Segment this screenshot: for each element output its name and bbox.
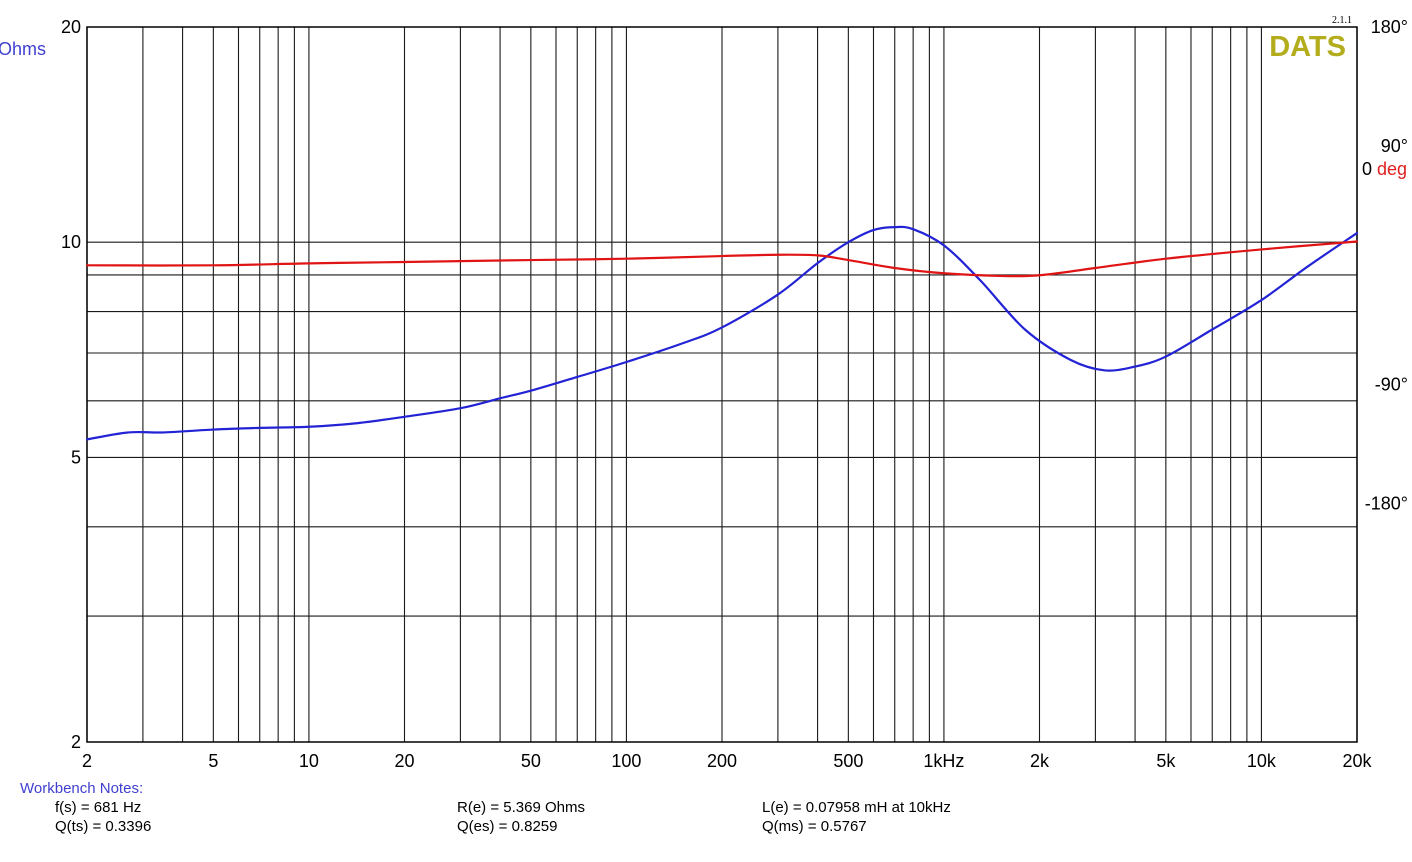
grid-lines — [86, 26, 1358, 743]
note-qms: Q(ms) = 0.5767 — [762, 818, 867, 835]
x-tick-label: 1kHz — [923, 751, 964, 771]
y-right-tick-label: -90° — [1375, 375, 1408, 395]
y-left-tick-label: 2 — [71, 732, 81, 752]
note-le: L(e) = 0.07958 mH at 10kHz — [762, 799, 951, 816]
left-axis-label: Ohms — [0, 39, 46, 59]
impedance-line — [85, 225, 1359, 441]
x-tick-label: 5 — [208, 751, 218, 771]
x-tick-label: 50 — [521, 751, 541, 771]
note-re: R(e) = 5.369 Ohms — [457, 799, 585, 816]
note-qes: Q(es) = 0.8259 — [457, 818, 558, 835]
dats-logo: DATS — [1269, 31, 1346, 63]
x-tick-label: 2k — [1030, 751, 1050, 771]
x-tick-label: 10 — [299, 751, 319, 771]
x-tick-label: 200 — [707, 751, 737, 771]
notes-title: Workbench Notes: — [20, 780, 144, 797]
x-tick-label: 5k — [1156, 751, 1176, 771]
y-right-tick-label: 90° — [1381, 136, 1408, 156]
impedance-chart: 2 5 10 20 50 100 200 500 1kHz 2k 5k 10k 20k 2 5 10 20 180… — [0, 15, 1408, 771]
right-axis-unit-label: deg — [1377, 159, 1407, 179]
x-tick-label: 20 — [394, 751, 414, 771]
y-left-tick-label: 5 — [71, 447, 81, 467]
x-tick-label: 10k — [1247, 751, 1277, 771]
x-tick-label: 20k — [1342, 751, 1372, 771]
x-tick-label: 500 — [833, 751, 863, 771]
tick-labels: 2 5 10 20 50 100 200 500 1kHz 2k 5k 10k 20k 2 5 10 20 180… — [61, 17, 1408, 771]
workbench-notes: Workbench Notes: f(s) = 681 Hz Q(ts) = 0… — [0, 778, 1412, 862]
plot-frame — [86, 26, 1358, 743]
y-left-tick-label: 10 — [61, 232, 81, 252]
y-left-tick-label: 20 — [61, 17, 81, 37]
y-right-tick-label: -180° — [1365, 494, 1408, 514]
note-qts: Q(ts) = 0.3396 — [55, 818, 152, 835]
phase-line — [85, 240, 1359, 278]
x-tick-label: 100 — [611, 751, 641, 771]
version-label: 2.1.1 — [1332, 15, 1352, 26]
note-fs: f(s) = 681 Hz — [55, 799, 142, 816]
data-series — [85, 225, 1359, 441]
right-axis-zero-label: 0 — [1362, 159, 1372, 179]
x-tick-label: 2 — [82, 751, 92, 771]
y-right-tick-label: 180° — [1371, 17, 1408, 37]
